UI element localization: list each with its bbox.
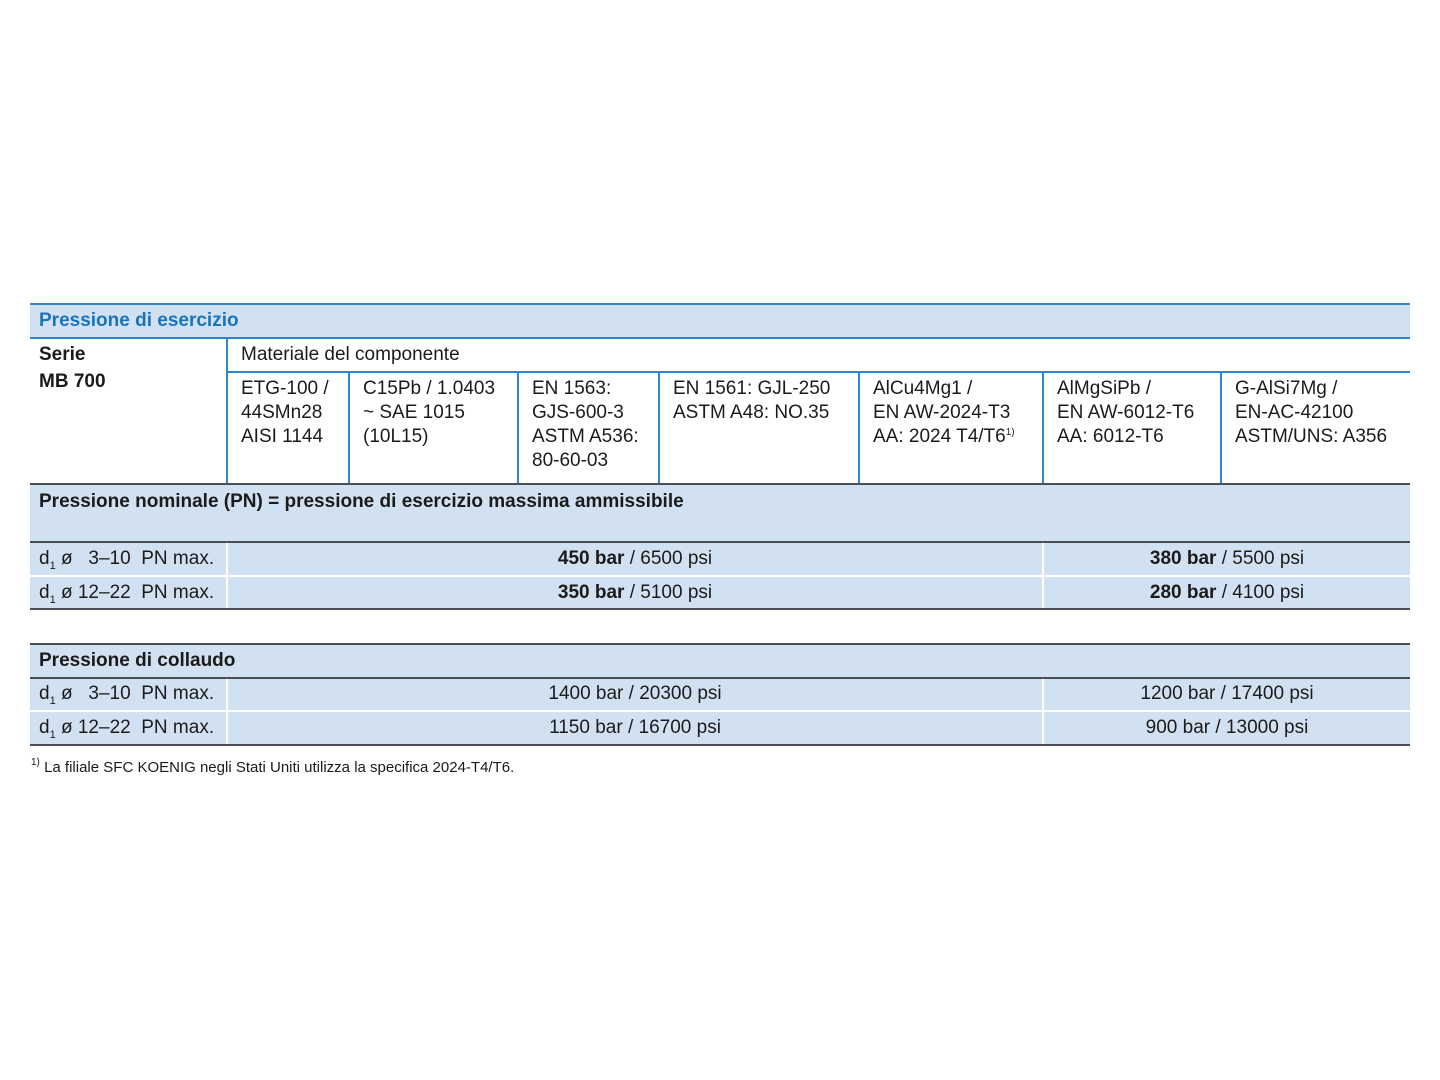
divider bbox=[1042, 372, 1044, 484]
material-cell: C15Pb / 1.0403 ~ SAE 1015 (10L15) bbox=[363, 378, 496, 447]
divider bbox=[226, 338, 228, 484]
section-header-band bbox=[30, 304, 1410, 338]
material-header: Materiale del componente bbox=[241, 344, 460, 365]
nominal-value-aluminium: 280 bar / 4100 psi bbox=[1149, 582, 1305, 603]
divider bbox=[30, 483, 1410, 485]
material-cell: EN 1563: GJS-600-3 ASTM A536: 80-60-03 bbox=[532, 378, 639, 471]
divider bbox=[30, 575, 1410, 577]
footnote-ref: 1) bbox=[1005, 427, 1015, 438]
test-title: Pressione di collaudo bbox=[39, 650, 236, 671]
test-value-steel: 1400 bar / 20300 psi bbox=[548, 683, 722, 704]
row-label: d1 ø 3–10 PN max. bbox=[39, 683, 215, 707]
divider bbox=[517, 372, 519, 484]
section-title: Pressione di esercizio bbox=[39, 310, 239, 331]
series-name: MB 700 bbox=[39, 371, 106, 392]
nominal-band bbox=[30, 484, 1410, 609]
divider bbox=[227, 371, 1410, 373]
nominal-value-steel: 350 bar / 5100 psi bbox=[557, 582, 713, 603]
divider bbox=[348, 372, 350, 484]
material-cell: G-AlSi7Mg / EN-AC-42100 ASTM/UNS: A356 bbox=[1235, 378, 1388, 447]
divider bbox=[858, 372, 860, 484]
divider bbox=[30, 337, 1410, 339]
row-label: d1 ø 12–22 PN max. bbox=[39, 582, 215, 606]
divider bbox=[1042, 679, 1044, 744]
material-cell: AlCu4Mg1 / EN AW-2024-T3 AA: 2024 T4/T61… bbox=[873, 377, 1015, 449]
material-text: AlCu4Mg1 / EN AW-2024-T3 AA: 2024 T4/T6 bbox=[873, 378, 1011, 447]
nominal-title: Pressione nominale (PN) = pressione di e… bbox=[39, 491, 684, 512]
divider bbox=[30, 643, 1410, 645]
divider bbox=[226, 543, 228, 608]
row-label: d1 ø 3–10 PN max. bbox=[39, 548, 215, 572]
nominal-value-steel: 450 bar / 6500 psi bbox=[557, 548, 713, 569]
row-label: d1 ø 12–22 PN max. bbox=[39, 717, 215, 741]
divider bbox=[30, 608, 1410, 610]
divider bbox=[658, 372, 660, 484]
divider bbox=[30, 677, 1410, 679]
divider bbox=[1042, 543, 1044, 608]
series-label: Serie bbox=[39, 344, 86, 365]
footnote: 1) La filiale SFC KOENIG negli Stati Uni… bbox=[31, 757, 515, 777]
divider bbox=[30, 710, 1410, 712]
test-value-steel: 1150 bar / 16700 psi bbox=[549, 717, 721, 738]
material-cell: EN 1561: GJL-250 ASTM A48: NO.35 bbox=[673, 378, 831, 423]
test-band bbox=[30, 644, 1410, 745]
test-value-aluminium: 900 bar / 13000 psi bbox=[1145, 717, 1309, 738]
material-cell: ETG-100 / 44SMn28 AISI 1144 bbox=[241, 378, 329, 447]
divider bbox=[226, 679, 228, 744]
divider bbox=[30, 541, 1410, 543]
nominal-value-aluminium: 380 bar / 5500 psi bbox=[1149, 548, 1305, 569]
divider bbox=[30, 744, 1410, 746]
divider bbox=[30, 303, 1410, 305]
divider bbox=[1220, 372, 1222, 484]
material-cell: AlMgSiPb / EN AW-6012-T6 AA: 6012-T6 bbox=[1057, 378, 1195, 447]
test-value-aluminium: 1200 bar / 17400 psi bbox=[1140, 683, 1314, 704]
